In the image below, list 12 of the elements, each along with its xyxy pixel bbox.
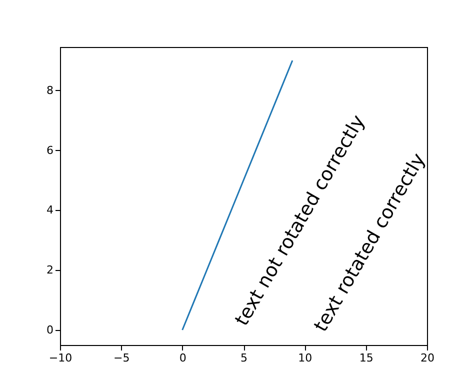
x-tick-label: 10 xyxy=(298,352,312,364)
x-tick-label: 0 xyxy=(179,352,186,364)
y-tick-label: 4 xyxy=(46,204,54,217)
y-tick-label: 8 xyxy=(46,84,54,97)
x-tick-label: −10 xyxy=(48,352,72,364)
x-tick-label: 15 xyxy=(359,352,374,364)
y-tick-label: 6 xyxy=(46,144,54,157)
x-tick-label: 20 xyxy=(420,352,434,364)
y-tick-label: 0 xyxy=(46,324,54,337)
x-tick-label: 5 xyxy=(240,352,248,364)
x-tick-label: −5 xyxy=(114,352,130,364)
y-tick-label: 2 xyxy=(46,264,54,277)
